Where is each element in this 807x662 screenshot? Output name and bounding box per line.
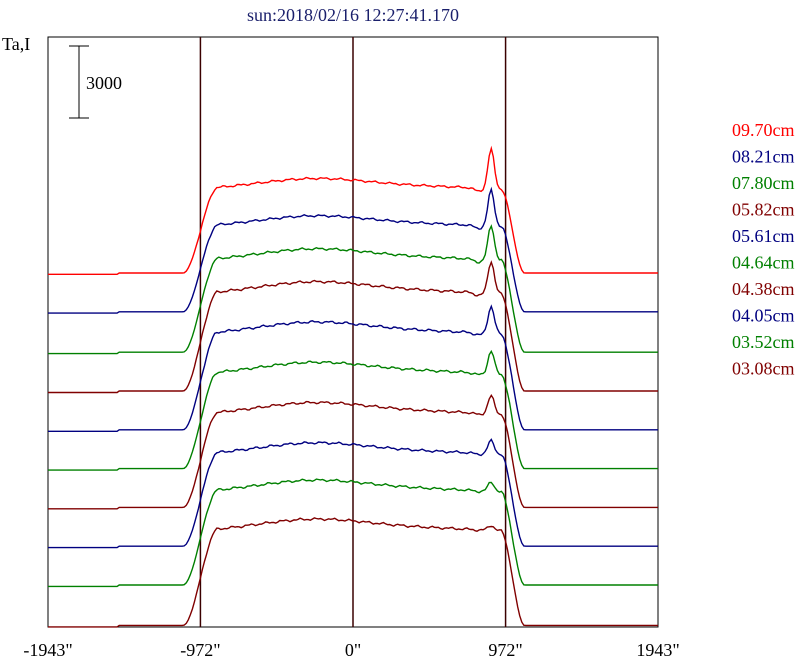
legend-entry: 03.52cm [732, 332, 795, 352]
series-line-09.70cm [48, 145, 658, 275]
legend-entry: 07.80cm [732, 173, 795, 193]
vertical-reference-lines [199, 37, 507, 627]
x-tick-label: -972" [180, 640, 220, 660]
series-line-04.38cm [48, 394, 658, 510]
x-tick-label: -1943" [23, 640, 72, 660]
x-tick-labels: -1943" -972" 0" 972" 1943" [23, 640, 679, 660]
legend: 09.70cm 08.21cm 07.80cm 05.82cm 05.61cm 04.64… [732, 120, 795, 379]
legend-entry: 04.64cm [732, 253, 795, 273]
legend-entry: 03.08cm [732, 359, 795, 379]
legend-entry: 05.61cm [732, 226, 795, 246]
x-tick-label: 1943" [636, 640, 679, 660]
series-line-03.08cm [48, 517, 658, 628]
scale-bar-label: 3000 [86, 73, 122, 93]
x-tick-label: 972" [488, 640, 522, 660]
series-line-05.61cm [48, 304, 658, 432]
series-line-05.82cm [48, 260, 658, 394]
legend-entry: 08.21cm [732, 147, 795, 167]
y-axis-label: Ta,I [2, 34, 30, 54]
legend-entry: 09.70cm [732, 120, 795, 140]
series-line-08.21cm [48, 186, 658, 314]
series-line-04.64cm [48, 349, 658, 471]
legend-entry: 05.82cm [732, 200, 795, 220]
legend-entry: 04.05cm [732, 306, 795, 326]
series-line-03.52cm [48, 478, 658, 588]
x-tick-label: 0" [345, 640, 361, 660]
series-line-07.80cm [48, 224, 658, 355]
series-lines [48, 145, 658, 628]
legend-entry: 04.38cm [732, 279, 795, 299]
scale-bar: 3000 [69, 45, 122, 119]
chart-title: sun:2018/02/16 12:27:41.170 [247, 5, 459, 25]
series-line-04.05cm [48, 438, 658, 549]
